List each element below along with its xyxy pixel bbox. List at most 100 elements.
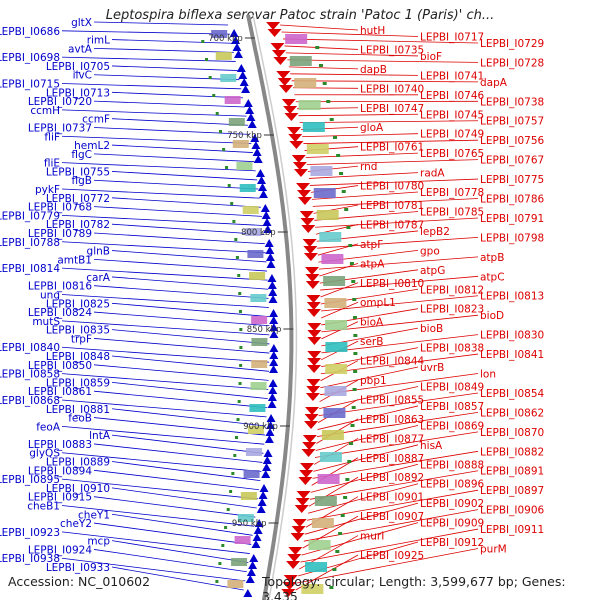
- right-strand-gene-arrow: [304, 267, 319, 275]
- leader-line-right: [296, 548, 479, 584]
- leader-line-right: [302, 133, 419, 138]
- left-annotation-block: [232, 140, 249, 148]
- gene-label-left: LEPBI_I0816: [28, 281, 93, 293]
- right-annotation-block: [317, 474, 340, 484]
- gene-label-right: LEPBI_I0912: [420, 537, 484, 549]
- leader-line-left: [93, 469, 260, 491]
- gene-label-right: LEPBI_I0728: [480, 57, 544, 69]
- right-strand-gene-arrow: [306, 379, 321, 387]
- left-strand-marker: [232, 220, 236, 223]
- leader-line-left: [61, 214, 264, 226]
- right-strand-marker: [335, 550, 340, 553]
- gene-label-right: LEPBI_I0841: [480, 349, 544, 361]
- leader-line-right: [288, 66, 359, 70]
- left-annotation-block: [250, 382, 267, 390]
- gene-label-right: LEPBI_I0781: [360, 200, 424, 212]
- right-strand-marker: [347, 460, 352, 463]
- right-strand-marker: [319, 64, 324, 67]
- gene-label-left: mcp: [87, 536, 110, 548]
- gene-label-left: pykF: [35, 184, 60, 196]
- gene-label-right: LEPBI_I0745: [420, 109, 484, 121]
- gene-label-left: LEPBI_I0768: [28, 202, 92, 214]
- leader-line-left: [93, 390, 268, 409]
- gene-label-right: bioB: [420, 323, 443, 335]
- leader-line-left: [93, 338, 270, 354]
- left-strand-marker: [215, 112, 219, 115]
- right-strand-marker: [336, 154, 341, 157]
- leader-line-right: [320, 366, 419, 389]
- right-annotation-block: [305, 562, 328, 572]
- leader-line-right: [310, 463, 419, 493]
- gene-label-left: LEPBI_I0698: [0, 52, 60, 64]
- right-annotation-block: [316, 210, 339, 220]
- right-strand-gene-arrow: [307, 323, 322, 331]
- leader-line-left: [93, 21, 229, 26]
- right-annotation-block: [310, 166, 333, 176]
- gene-label-left: glnB: [87, 246, 110, 258]
- left-strand-gene-arrow: [232, 43, 242, 51]
- right-strand-gene-arrow: [270, 43, 285, 51]
- right-annotation-block: [319, 232, 342, 242]
- gene-label-left: LEPBI_I0715: [0, 79, 60, 91]
- left-strand-marker: [234, 238, 238, 241]
- left-annotation-block: [249, 404, 266, 412]
- gene-label-right: pbp1: [360, 375, 387, 387]
- gene-label-left: LEPBI_I0889: [46, 457, 110, 469]
- left-strand-gene-arrow: [255, 169, 265, 177]
- gene-label-right: LEPBI_I0830: [480, 330, 544, 342]
- left-strand-marker: [238, 292, 242, 295]
- left-strand-gene-arrow: [269, 316, 279, 324]
- leader-line-left: [93, 364, 269, 381]
- gene-label-right: LEPBI_I0746: [420, 90, 485, 102]
- gene-label-right: LEPBI_I0897: [480, 485, 544, 497]
- gene-label-right: LEPBI_I0838: [420, 343, 484, 355]
- left-strand-gene-arrow: [252, 533, 262, 541]
- backbone-inner-arc: [252, 14, 298, 600]
- gene-label-left: mutS: [32, 316, 60, 328]
- right-strand-gene-arrow: [283, 106, 298, 114]
- right-strand-gene-arrow: [295, 498, 310, 506]
- gene-label-left: cheY2: [60, 518, 92, 530]
- left-strand-marker: [224, 526, 228, 529]
- gene-label-right: LEPBI_I0785: [420, 206, 484, 218]
- gene-label-right: bioF: [420, 51, 442, 63]
- left-strand-gene-arrow: [264, 239, 274, 247]
- left-annotation-block: [240, 492, 257, 500]
- leader-line-left: [111, 487, 257, 509]
- gene-label-right: LEPBI_I0735: [360, 44, 424, 56]
- gene-label-right: LEPBI_I0863: [360, 414, 424, 426]
- right-annotation-block: [321, 430, 344, 440]
- kbp-tick-label: 700 kbp: [208, 34, 243, 44]
- gene-label-right: LEPBI_I0798: [480, 232, 544, 244]
- left-strand-marker: [219, 130, 223, 133]
- gene-label-right: LEPBI_I0849: [420, 381, 484, 393]
- leader-line-left: [61, 346, 270, 363]
- left-strand-gene-arrow: [257, 498, 267, 506]
- left-strand-gene-arrow: [264, 435, 274, 443]
- left-strand-gene-arrow: [269, 330, 279, 338]
- gene-label-left: LEPBI_I0686: [0, 26, 60, 38]
- leader-line-right: [321, 334, 479, 354]
- right-annotation-block: [324, 386, 347, 396]
- leader-line-left: [61, 267, 268, 281]
- right-strand-marker: [343, 496, 348, 499]
- left-strand-gene-arrow: [263, 225, 273, 233]
- gene-label-right: LEPBI_I0854: [480, 388, 545, 400]
- gene-label-right: LEPBI_I0882: [480, 446, 544, 458]
- right-strand-gene-arrow: [267, 29, 282, 37]
- right-strand-gene-arrow: [299, 470, 314, 478]
- gene-label-left: LEPBI_I0850: [28, 360, 92, 372]
- leader-line-right: [306, 489, 479, 521]
- leader-line-right: [317, 237, 479, 249]
- right-strand-gene-arrow: [281, 589, 296, 597]
- left-annotation-block: [249, 272, 266, 280]
- right-strand-marker: [329, 118, 334, 121]
- left-strand-gene-arrow: [265, 428, 275, 436]
- right-strand-marker: [353, 370, 358, 373]
- left-annotation-block: [234, 536, 251, 544]
- left-strand-gene-arrow: [261, 470, 271, 478]
- gene-label-right: gpo: [420, 245, 440, 257]
- leader-line-left: [61, 162, 256, 172]
- left-annotation-block: [236, 162, 253, 170]
- gene-label-left: LEPBI_I0858: [0, 369, 60, 381]
